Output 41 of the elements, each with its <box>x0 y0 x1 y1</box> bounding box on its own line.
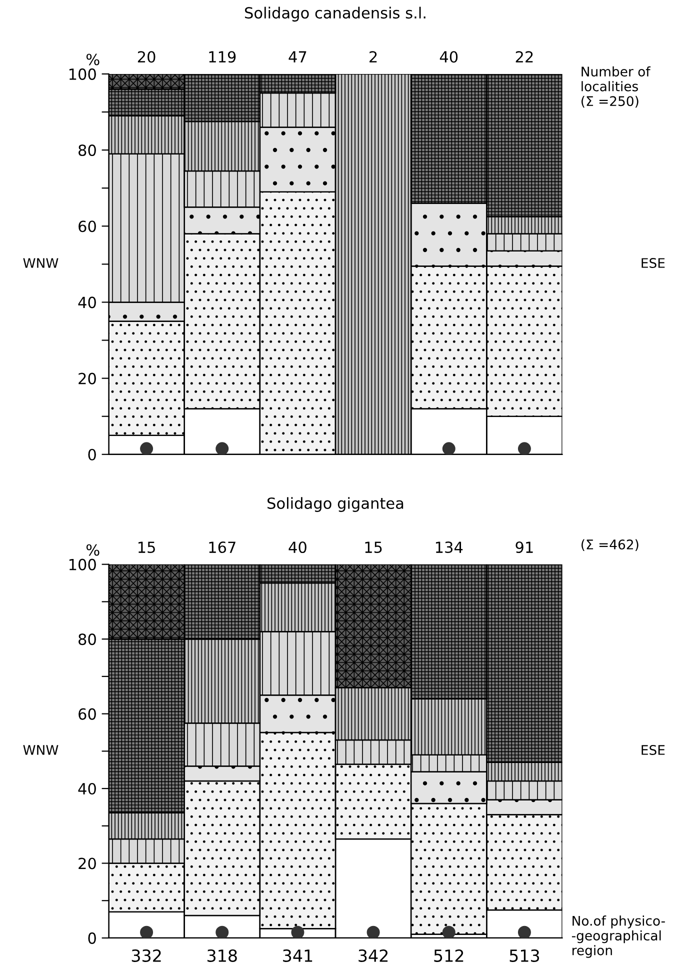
text: ESE <box>642 745 665 755</box>
annotation: 40 <box>440 51 458 63</box>
text: (Σ =462) <box>582 539 638 552</box>
y-axis-title: % <box>86 54 100 66</box>
y-tick-label: 20 <box>78 372 96 384</box>
text: Number of localities (Σ =250) <box>582 66 651 108</box>
annotation: 47 <box>288 51 306 62</box>
text: WNW <box>23 258 58 268</box>
y-axis-title: % <box>86 544 100 556</box>
annotation: 40 <box>288 541 306 554</box>
annotation: 22 <box>516 51 533 62</box>
x-tick-label: 342 <box>358 949 388 962</box>
annotation: 91 <box>516 541 533 554</box>
y-tick-label: 20 <box>78 858 96 870</box>
text: ESE <box>642 258 665 268</box>
annotation: 119 <box>209 51 236 63</box>
chart-title: Solidago gigantea <box>268 497 404 512</box>
text: WNW <box>23 745 58 755</box>
y-tick-label: 100 <box>69 68 96 80</box>
x-tick-label: 318 <box>207 949 237 962</box>
annotation: 134 <box>436 541 463 554</box>
y-tick-label: 0 <box>88 932 96 944</box>
y-tick-label: 100 <box>69 558 96 570</box>
text: No.of physico- -geographical region <box>572 916 665 958</box>
annotation: 2 <box>370 51 377 62</box>
y-tick-label: 80 <box>78 144 96 156</box>
chart-title: Solidago canadensis s.l. <box>245 6 426 22</box>
x-tick-label: 341 <box>283 949 312 962</box>
annotation: 167 <box>209 541 236 554</box>
x-tick-label: 332 <box>132 949 161 962</box>
y-tick-label: 40 <box>78 782 96 795</box>
y-tick-label: 60 <box>78 220 96 232</box>
y-tick-label: 40 <box>78 296 96 308</box>
x-tick-label: 512 <box>434 949 464 962</box>
y-tick-label: 0 <box>88 448 96 460</box>
y-tick-label: 80 <box>78 634 96 646</box>
annotation: 15 <box>138 542 155 554</box>
annotation: 15 <box>365 542 382 554</box>
y-tick-label: 60 <box>78 708 96 720</box>
x-tick-label: 513 <box>510 949 540 962</box>
annotation: 20 <box>138 51 156 63</box>
